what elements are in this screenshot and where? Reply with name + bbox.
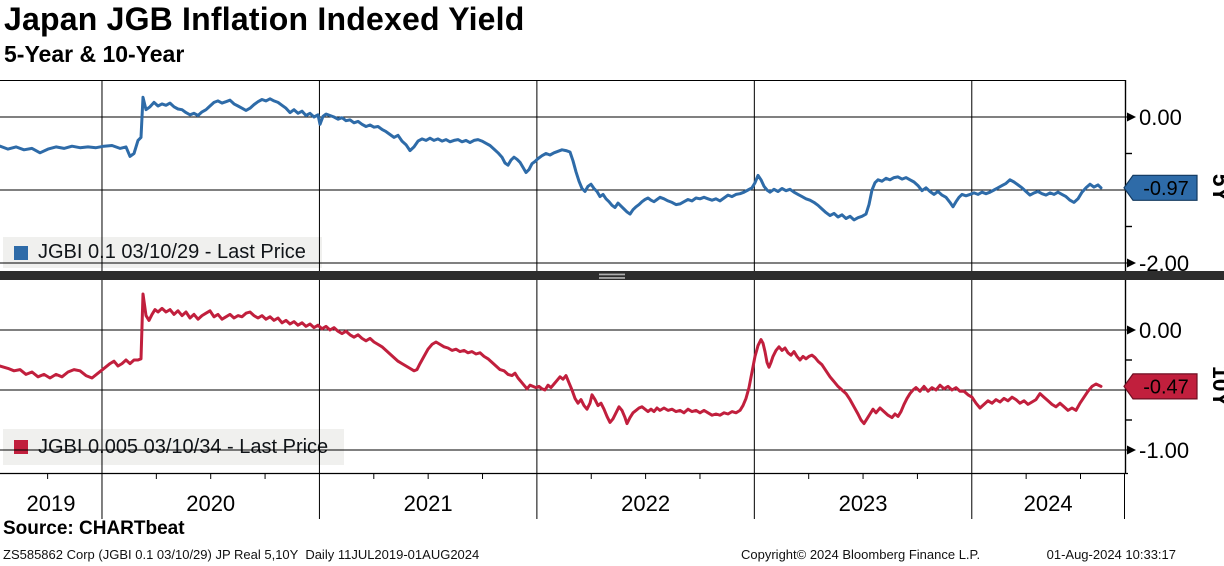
x-tick-label-2019: 2019: [27, 491, 76, 516]
series-line-5y: [0, 95, 1103, 222]
footer-copyright: Copyright© 2024 Bloomberg Finance L.P.: [741, 547, 981, 562]
legend-10y[interactable]: JGBI 0.005 03/10/34 - Last Price: [3, 429, 345, 465]
series-line-10y: [0, 292, 1103, 426]
x-tick-label-2024: 2024: [1024, 491, 1073, 516]
legend-swatch-5y-icon: [14, 245, 28, 260]
y-tick-label: -2.00: [1139, 251, 1189, 276]
chart-subtitle: 5-Year & 10-Year: [4, 41, 185, 67]
footer-ticker-info: ZS585862 Corp (JGBI 0.1 03/10/29) JP Rea…: [3, 547, 480, 562]
x-axis: 2019 2020 2021 2022 2023 2024: [0, 472, 1128, 519]
legend-swatch-10y-icon: [14, 440, 28, 454]
axis-arrow-icon: [1127, 325, 1136, 335]
x-tick-label-2023: 2023: [839, 491, 888, 516]
y-tick-label: 0.00: [1139, 105, 1182, 130]
legend-5y[interactable]: JGBI 0.1 03/10/29 - Last Price: [3, 237, 322, 268]
panel-axis-label-5y: 5Y: [1208, 174, 1224, 202]
panel-axis-label-10y: 10Y: [1208, 366, 1224, 407]
drag-handle-icon: [599, 277, 625, 279]
last-price-value-5y: -0.97: [1143, 178, 1189, 200]
chart-title: Japan JGB Inflation Indexed Yield: [4, 1, 525, 37]
legend-label-10y: JGBI 0.005 03/10/34 - Last Price: [38, 435, 329, 458]
legend-label-5y: JGBI 0.1 03/10/29 - Last Price: [38, 241, 306, 263]
last-price-badge-10y: [1123, 373, 1198, 400]
vertical-gridlines: [0, 80, 1127, 473]
x-tick-label-2022: 2022: [621, 491, 670, 516]
drag-handle-icon: [599, 273, 625, 276]
panel-divider[interactable]: [0, 271, 1224, 280]
last-price-badge-5y: [1123, 174, 1198, 201]
source-label: Source: CHARTbeat: [3, 518, 185, 539]
axis-arrow-icon: [1127, 445, 1136, 455]
y-tick-label: -1.00: [1139, 438, 1189, 463]
x-tick-label-2020: 2020: [186, 491, 235, 516]
x-tick-label-2021: 2021: [404, 491, 453, 516]
axis-arrow-icon: [1127, 112, 1136, 122]
axis-arrow-icon: [1127, 258, 1136, 268]
y-tick-label: 0.00: [1139, 318, 1182, 343]
footer-timestamp: 01-Aug-2024 10:33:17: [1046, 547, 1176, 562]
last-price-value-10y: -0.47: [1143, 376, 1189, 398]
